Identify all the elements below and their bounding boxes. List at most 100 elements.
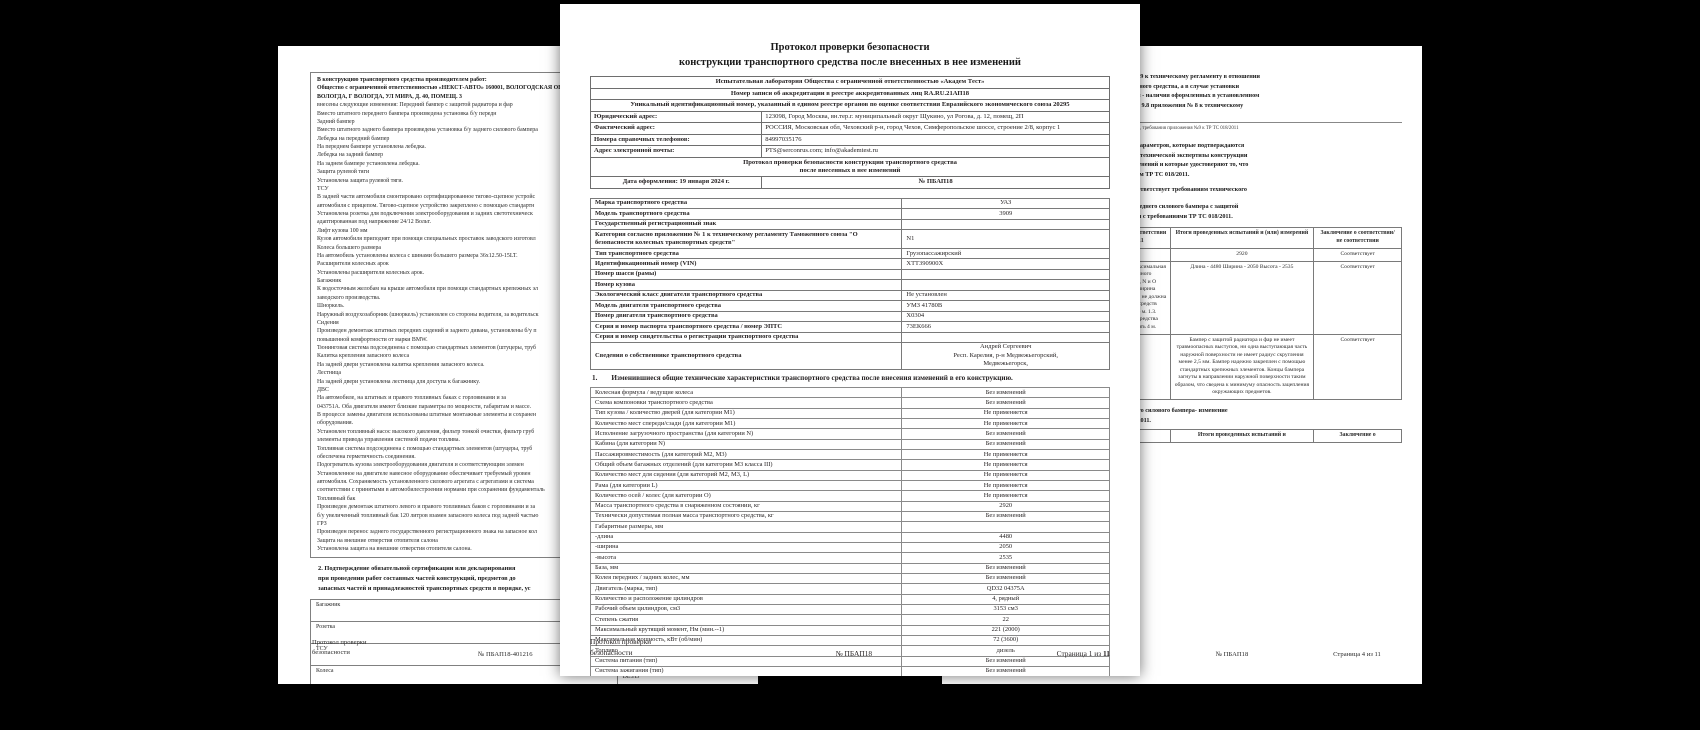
vehicle-field-value: 73ЕК666 [901, 321, 1110, 333]
table-row: Сведения о собственнике транспортного ср… [589, 341, 1110, 371]
characteristic-label: Технически допустимая полная масса транс… [589, 510, 903, 523]
left-body-line: б/у увеличенный топливный бак 120 литров… [317, 512, 539, 519]
issue-date: Дата оформления: 19 января 2024 г. [589, 176, 763, 189]
vehicle-field-label: Тип транспортного средства [589, 247, 903, 260]
table-row: Номер кузова [589, 279, 1110, 291]
footer-page-total: 11 [1103, 649, 1110, 658]
table-row: Количество и расположение цилиндров 4, ря… [589, 593, 1110, 605]
left-body-line: На задней двери установлена лестница для… [317, 378, 480, 385]
left-body-line: соответствии с принятыми в автомобилестр… [317, 487, 545, 494]
vehicle-field-value: Не установлен [901, 289, 1110, 302]
table-row: Тип транспортного средства Грузопассажирс… [589, 247, 1110, 260]
characteristic-label: Колея передних / задних колес, мм [589, 572, 903, 585]
left-body-line: Багажник [317, 278, 342, 284]
vehicle-field-label: Модель двигателя транспортного средства [589, 300, 903, 312]
characteristic-value: Без изменений [901, 665, 1110, 676]
vehicle-field-label: Номер двигателя транспортного средства [589, 310, 903, 323]
characteristic-value [901, 521, 1110, 533]
left-body-line: Шноркель. [317, 303, 345, 310]
measurement-cell: 2920 [1169, 248, 1315, 262]
address-label: Фактический адрес: [589, 122, 763, 135]
vehicle-field-value [901, 279, 1110, 291]
protocol-banner-line1: Протокол проверки безопасности конструкц… [743, 158, 957, 166]
characteristic-value: 221 (2000) [901, 624, 1110, 636]
left-body-line: Произведен демонтаж штатного левого и пр… [317, 504, 536, 511]
protocol-banner: Протокол проверки безопасности конструкц… [590, 156, 1110, 178]
left-body-line: автомобиля с прицепом. Тягово-сцепное ус… [317, 202, 535, 209]
table-row: Количество мест спереди/сзади (для катег… [589, 418, 1110, 430]
characteristic-value: Без изменений [901, 562, 1110, 574]
characteristic-label: Количество мест для сидения (для категор… [589, 469, 903, 482]
measurement-cell: Длина - 4480 Ширина - 2050 Высота - 2535 [1169, 260, 1315, 335]
table-row: Колесная формула / ведущие колеса Без изм… [589, 387, 1110, 399]
vehicle-field-value [901, 331, 1110, 343]
right-page-footer: № ПБАП18 Страница 4 из 11 [942, 651, 1422, 658]
page-title-line2: конструкции транспортного средства после… [679, 57, 1021, 69]
left-body-line: Защита на внешние отверстия отопителя са… [317, 537, 438, 544]
changed-characteristics-table: Колесная формула / ведущие колеса Без изм… [589, 387, 1110, 676]
left-body-line: На переднем бампере установлена лебедка. [317, 144, 426, 150]
characteristic-label: Двигатель (марка, тип) [589, 583, 903, 595]
left-body-line: На автомобиле, на штатных и правого топл… [317, 395, 507, 402]
table-row: Фактический адрес: РОССИЯ, Московская обл… [589, 122, 1110, 135]
table-row: Номер записи об аккредитации в реестре а… [590, 87, 1110, 101]
characteristic-label: Масса транспортного средства в снаряженн… [589, 500, 903, 513]
address-value: 84997035176 [761, 133, 1110, 147]
table-row: Уникальный идентификационный номер, указ… [590, 99, 1110, 112]
center-page-footer: Протокол проверки безопасности № ПБАП18 … [590, 636, 1110, 658]
table-row: Количество осей / колес (для категории O… [589, 490, 1110, 502]
vehicle-field-label: Модель транспортного средства [589, 208, 903, 220]
protocol-banner-line2: после внесенных в нее изменений [799, 166, 901, 174]
left-body-line: Сидения [317, 319, 339, 326]
left-body-line: заводского производства. [317, 294, 381, 301]
characteristic-value: Не применяется [901, 479, 1110, 492]
left-body-line: Кузов автомобиля приподнят при помощи сп… [317, 236, 536, 243]
left-body-line: Установлена розетка для подключения элек… [317, 211, 533, 217]
characteristic-value: Не применяется [901, 418, 1110, 430]
vehicle-field-value [901, 268, 1110, 281]
characteristic-value: Без изменений [901, 387, 1110, 399]
left-body-line: Лебедка на задний бампер [317, 152, 384, 159]
vehicle-field-label: Государственный регистрационный знак [589, 218, 903, 231]
table-row: Протокол проверки безопасности конструкц… [590, 156, 1110, 178]
table-header-cell: Итоги проведенных испытаний и (или) изме… [1169, 227, 1315, 250]
conclusion-cell: Соответствует [1313, 248, 1402, 262]
vehicle-field-value: Грузопассажирский [901, 247, 1110, 260]
left-page-footer: Протокол проверки безопасности [312, 638, 367, 658]
left-section2-heading: 2. Подтверждение обязательной сертификац… [310, 558, 758, 599]
vehicle-field-value: УМЗ 41780В [901, 300, 1110, 312]
left-section2-line: при проведении работ составных частей ко… [318, 575, 516, 583]
left-body-line: Произведен демонтаж штатных передних сид… [317, 328, 537, 335]
table-row: Масса транспортного средства в снаряженн… [589, 500, 1110, 513]
characteristic-value: Не применяется [901, 469, 1110, 482]
right-top-line: ии двигателя газообразным топливом - нал… [1034, 92, 1260, 100]
table-row: Рама (для категории L) Не применяется [589, 479, 1110, 492]
vehicle-field-label: Номер шасси (рамы) [589, 268, 903, 281]
document-page-center[interactable]: Протокол проверки безопасности конструкц… [560, 4, 1140, 676]
table-row: Категория согласно приложению № 1 к техн… [589, 229, 1110, 249]
vehicle-field-value [901, 218, 1110, 231]
vehicle-field-value: УАЗ [901, 197, 1110, 210]
characteristic-value: Не применяется [901, 407, 1110, 420]
table-row: Пассажировместимость (для категорий М2, … [589, 448, 1110, 461]
left-body-line: Калитка крепления запасного колеса [317, 353, 410, 360]
lab-info-row: Испытательная лаборатория Общества с огр… [590, 76, 1110, 89]
vehicle-field-value: Андрей Сергеевич Респ. Карелия, р-н Медв… [901, 341, 1110, 371]
table-row: Модель транспортного средства 3909 [589, 208, 1110, 220]
table-row: Номер двигателя транспортного средства X0… [589, 310, 1110, 323]
address-value: РОССИЯ, Московская обл, Чеховский р-н, г… [761, 122, 1110, 135]
footer-page-prefix: Страница 1 из [1056, 649, 1103, 658]
table-header-cell: Итоги проведенных испытаний и [1169, 429, 1315, 443]
table-row: Рабочий объем цилиндров, см3 3153 см3 [589, 603, 1110, 616]
right-mid-line: а предмет возможности внесения изменений… [1034, 161, 1249, 169]
characteristic-label: -ширина [589, 541, 903, 554]
section-1-text: Изменившиеся общие технические характери… [611, 374, 1013, 383]
left-body-line: Установлен топливный насос высокого давл… [317, 428, 535, 435]
right-mid-line: изменению (соответствует либо не соответ… [1034, 185, 1247, 193]
left-section2-line: 2. Подтверждение обязательной сертификац… [318, 565, 516, 573]
characteristic-label: -длина [589, 531, 903, 543]
left-body-line: Произведен перенос заднего государственн… [317, 529, 537, 536]
left-body-lines: внесены следующие изменения: Передний ба… [317, 101, 757, 553]
left-header-line: В конструкцию транспортного средства про… [317, 77, 487, 83]
